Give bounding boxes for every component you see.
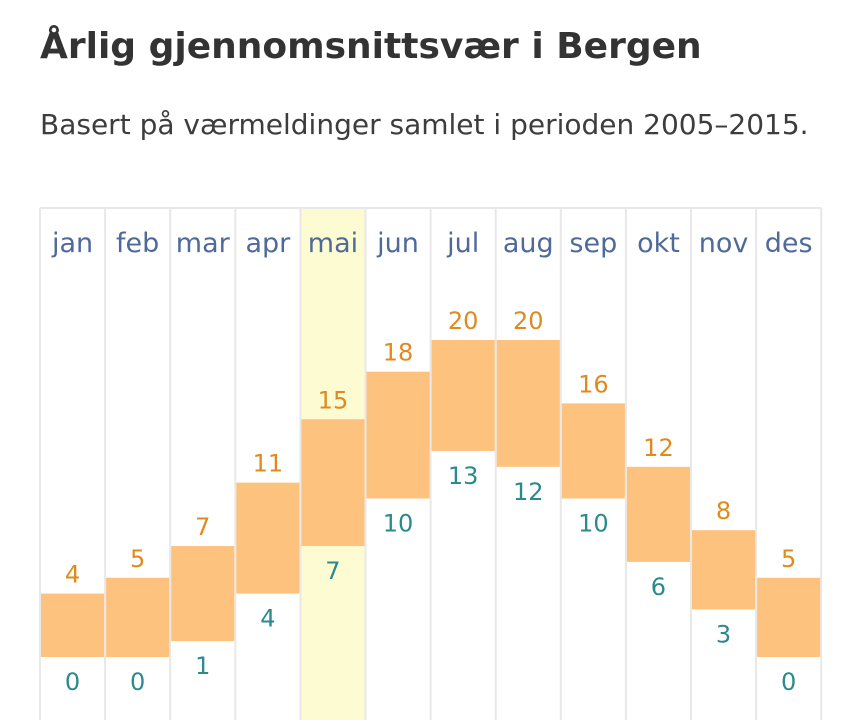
low-label-sep: 10 bbox=[578, 510, 609, 538]
month-label-des: des bbox=[765, 228, 813, 259]
high-label-apr: 11 bbox=[253, 450, 284, 478]
range-bar-mai bbox=[301, 419, 365, 547]
range-bar-feb bbox=[106, 577, 170, 657]
low-label-okt: 6 bbox=[651, 573, 666, 601]
low-label-apr: 4 bbox=[260, 605, 275, 633]
low-label-feb: 0 bbox=[130, 668, 145, 696]
low-label-mar: 1 bbox=[195, 652, 210, 680]
low-label-jun: 10 bbox=[383, 510, 414, 538]
high-label-mar: 7 bbox=[195, 513, 210, 541]
low-label-des: 0 bbox=[781, 668, 796, 696]
month-label-okt: okt bbox=[637, 228, 680, 259]
range-bar-des bbox=[757, 577, 821, 657]
high-label-aug: 20 bbox=[513, 307, 544, 335]
range-bar-mar bbox=[171, 546, 235, 642]
low-label-nov: 3 bbox=[716, 620, 731, 648]
high-label-des: 5 bbox=[781, 545, 796, 573]
low-label-jan: 0 bbox=[65, 668, 80, 696]
month-label-nov: nov bbox=[699, 228, 749, 259]
high-label-nov: 8 bbox=[716, 497, 731, 525]
low-label-aug: 12 bbox=[513, 478, 544, 506]
range-bar-nov bbox=[692, 530, 756, 610]
high-label-okt: 12 bbox=[643, 434, 674, 462]
range-bar-jun bbox=[366, 371, 430, 499]
low-label-jul: 13 bbox=[448, 462, 479, 490]
range-bar-apr bbox=[236, 482, 300, 594]
range-bar-sep bbox=[561, 403, 625, 499]
month-label-jul: jul bbox=[446, 228, 479, 259]
chart-subtitle: Basert på værmeldinger samlet i perioden… bbox=[40, 108, 809, 141]
high-label-jun: 18 bbox=[383, 339, 414, 367]
range-bar-jul bbox=[431, 340, 495, 451]
month-label-sep: sep bbox=[569, 228, 617, 259]
month-label-apr: apr bbox=[245, 228, 291, 259]
month-label-feb: feb bbox=[116, 228, 159, 259]
chart-title: Årlig gjennomsnittsvær i Bergen bbox=[40, 26, 702, 67]
month-label-mar: mar bbox=[176, 228, 231, 259]
range-bar-jan bbox=[41, 593, 105, 657]
range-bar-okt bbox=[626, 466, 690, 562]
month-label-jan: jan bbox=[51, 228, 93, 259]
high-label-jul: 20 bbox=[448, 307, 479, 335]
month-label-aug: aug bbox=[503, 228, 554, 259]
range-bar-aug bbox=[496, 340, 560, 467]
month-label-mai: mai bbox=[308, 228, 358, 259]
month-label-jun: jun bbox=[376, 228, 419, 259]
high-label-jan: 4 bbox=[65, 561, 80, 589]
low-label-mai: 7 bbox=[325, 557, 340, 585]
high-label-mai: 15 bbox=[318, 386, 349, 414]
high-label-feb: 5 bbox=[130, 545, 145, 573]
high-label-sep: 16 bbox=[578, 370, 609, 398]
